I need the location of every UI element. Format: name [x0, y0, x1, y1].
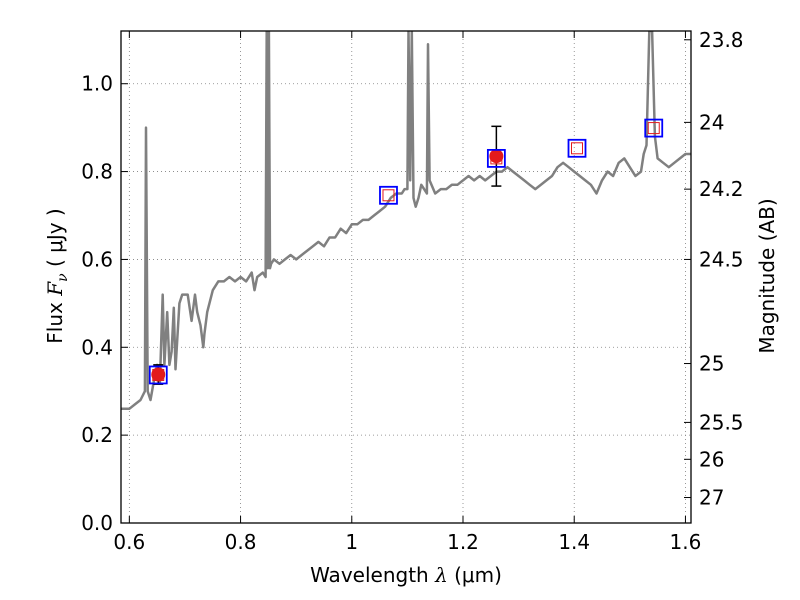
y-tick-label: 0.4 — [81, 335, 113, 359]
spectrum-line — [121, 31, 691, 411]
model-boxes — [148, 118, 664, 385]
y2-tick-label: 23.8 — [699, 28, 744, 52]
model-box-inner — [490, 152, 503, 165]
model-box-inner — [382, 189, 395, 202]
y2-tick-label: 25 — [699, 352, 724, 376]
x-axis-label: Wavelength λ (μm) — [310, 563, 502, 587]
x-tick-label: 1 — [345, 530, 358, 554]
observed-point — [151, 367, 166, 382]
y2-axis-ticks: 23.8 24 24.2 24.5 25 25.5 26 27 — [684, 28, 744, 510]
model-box — [379, 185, 398, 205]
errorbars — [153, 125, 502, 385]
y-tick-label: 0.8 — [81, 160, 113, 184]
x-tick-label: 0.8 — [225, 530, 257, 554]
y2-axis-label: Magnitude (AB) — [755, 198, 779, 353]
y-axis-ticks: 0.0 0.2 0.4 0.6 0.8 1.0 — [81, 72, 128, 535]
x-tick-label: 1.6 — [670, 530, 702, 554]
y-tick-label: 0.6 — [81, 247, 113, 271]
model-box-inner — [152, 368, 165, 381]
x-axis-ticks: 0.6 0.8 1 1.2 1.4 1.6 — [113, 31, 701, 554]
y-tick-label: 0.2 — [81, 423, 113, 447]
grid — [121, 31, 691, 524]
y2-tick-label: 24.5 — [699, 247, 744, 271]
model-box-inner — [571, 142, 583, 155]
model-box — [567, 138, 587, 158]
y-axis-label: Flux Fν ( μJy ) — [43, 208, 71, 343]
model-box — [644, 118, 664, 138]
model-box — [486, 148, 506, 168]
y-tick-label: 1.0 — [81, 72, 113, 96]
spectrum-series — [121, 31, 691, 411]
y-tick-label: 0.0 — [81, 511, 113, 535]
y2-tick-label: 24 — [699, 110, 724, 134]
x-tick-label: 1.2 — [447, 530, 479, 554]
y2-tick-label: 26 — [699, 447, 724, 471]
observed-point — [489, 149, 504, 164]
plot-frame — [120, 30, 692, 524]
x-tick-label: 0.6 — [113, 530, 145, 554]
y2-tick-label: 27 — [699, 486, 724, 510]
y2-tick-label: 25.5 — [699, 410, 744, 434]
model-box-inner — [647, 122, 660, 135]
y2-tick-label: 24.2 — [699, 177, 744, 201]
x-tick-label: 1.4 — [558, 530, 590, 554]
model-box — [148, 365, 168, 385]
